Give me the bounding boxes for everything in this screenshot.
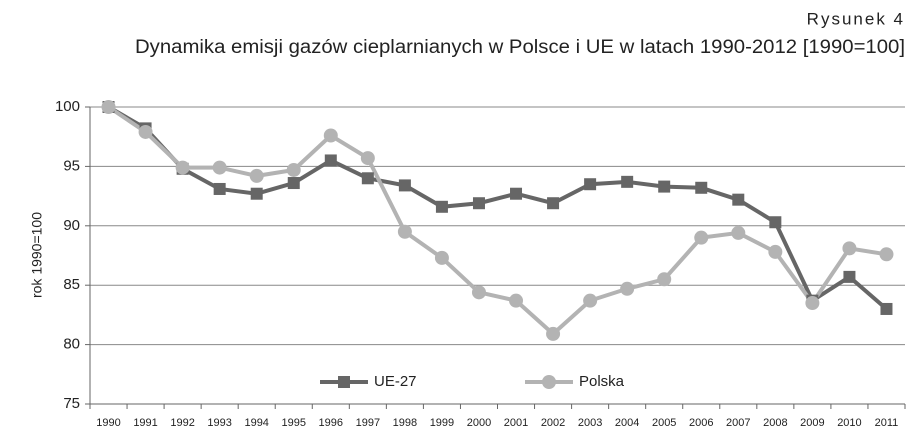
x-tick-label: 2001 bbox=[504, 417, 528, 429]
x-tick-label: 2000 bbox=[467, 417, 491, 429]
data-point bbox=[657, 272, 672, 287]
y-tick-label: 80 bbox=[63, 336, 80, 353]
data-point bbox=[880, 302, 893, 315]
data-point bbox=[805, 296, 820, 311]
data-point bbox=[732, 193, 745, 206]
y-tick-label: 95 bbox=[63, 157, 80, 174]
legend-marker bbox=[542, 375, 556, 389]
x-tick-label: 1995 bbox=[282, 417, 306, 429]
data-point bbox=[472, 197, 485, 210]
y-tick-label: 100 bbox=[55, 98, 80, 115]
x-tick-label: 2007 bbox=[726, 417, 750, 429]
data-point bbox=[584, 178, 597, 191]
data-point bbox=[769, 216, 782, 229]
data-point bbox=[286, 162, 301, 177]
x-tick-label: 2005 bbox=[652, 417, 676, 429]
x-tick-label: 1993 bbox=[207, 417, 231, 429]
x-tick-label: 1996 bbox=[319, 417, 343, 429]
data-point bbox=[471, 285, 486, 300]
x-tick-label: 1997 bbox=[356, 417, 380, 429]
x-tick-label: 2008 bbox=[763, 417, 787, 429]
data-point bbox=[583, 293, 598, 308]
data-point bbox=[510, 187, 523, 200]
data-point bbox=[212, 160, 227, 175]
y-tick-label: 75 bbox=[63, 395, 80, 412]
series-line bbox=[107, 105, 888, 311]
data-point bbox=[287, 177, 300, 190]
data-point bbox=[695, 181, 708, 194]
x-tick-label: 2011 bbox=[875, 417, 899, 429]
x-tick-label: 1999 bbox=[430, 417, 454, 429]
x-tick-label: 2003 bbox=[578, 417, 602, 429]
figure-label: Rysunek 4 bbox=[807, 9, 905, 28]
data-point bbox=[249, 168, 264, 183]
y-tick-label: 90 bbox=[63, 217, 80, 234]
legend-label: UE-27 bbox=[374, 373, 417, 390]
data-point bbox=[768, 244, 783, 259]
data-point bbox=[361, 172, 374, 185]
data-point bbox=[398, 179, 411, 192]
data-point bbox=[694, 230, 709, 245]
y-axis-label: rok 1990=100 bbox=[29, 212, 45, 298]
data-point bbox=[509, 293, 524, 308]
data-point bbox=[138, 124, 153, 139]
x-tick-label: 1991 bbox=[133, 417, 157, 429]
x-tick-label: 2004 bbox=[615, 417, 639, 429]
data-point bbox=[101, 100, 116, 114]
y-tick-label: 85 bbox=[63, 276, 80, 293]
data-point bbox=[547, 197, 560, 210]
legend-label: Polska bbox=[579, 373, 625, 390]
data-point bbox=[658, 180, 671, 193]
data-point bbox=[175, 160, 190, 175]
data-point bbox=[434, 250, 449, 265]
data-point bbox=[435, 200, 448, 213]
data-point bbox=[621, 175, 634, 188]
x-tick-label: 2010 bbox=[837, 417, 861, 429]
x-tick-label: 1998 bbox=[393, 417, 417, 429]
data-point bbox=[879, 247, 894, 262]
data-point bbox=[213, 182, 226, 195]
data-point bbox=[323, 128, 338, 143]
data-point bbox=[731, 225, 746, 240]
series-line bbox=[107, 105, 887, 337]
x-tick-label: 2002 bbox=[541, 417, 565, 429]
data-point bbox=[620, 281, 635, 296]
x-tick-label: 1994 bbox=[244, 417, 268, 429]
legend-marker bbox=[338, 376, 350, 388]
x-tick-label: 2009 bbox=[800, 417, 824, 429]
x-tick-label: 1992 bbox=[170, 417, 194, 429]
data-point bbox=[360, 151, 375, 166]
data-point bbox=[842, 241, 857, 256]
data-point bbox=[324, 154, 337, 167]
data-point bbox=[546, 326, 561, 341]
chart-title: Dynamika emisji gazów cieplarnianych w P… bbox=[135, 37, 905, 58]
data-point bbox=[250, 187, 263, 200]
x-tick-label: 1990 bbox=[96, 417, 120, 429]
data-point bbox=[397, 224, 412, 239]
data-point bbox=[843, 270, 856, 283]
x-tick-label: 2006 bbox=[689, 417, 713, 429]
